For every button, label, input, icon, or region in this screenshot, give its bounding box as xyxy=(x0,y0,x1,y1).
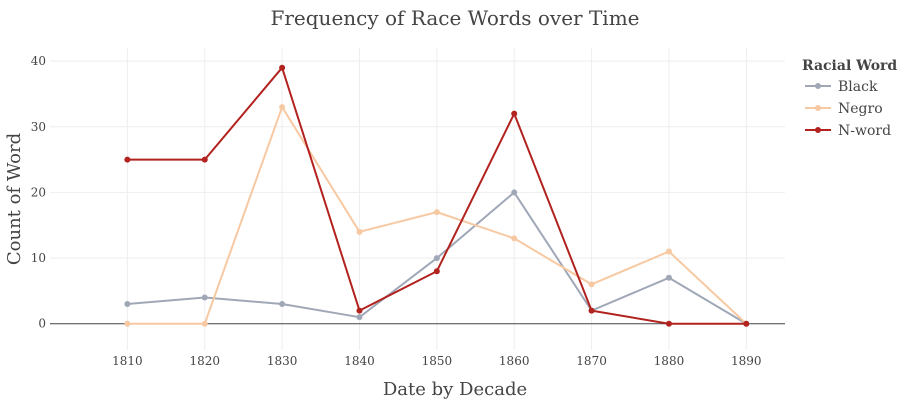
data-point-negro[interactable] xyxy=(665,248,672,255)
x-tick-label: 1870 xyxy=(576,354,607,368)
data-point-black[interactable] xyxy=(665,274,672,281)
data-point-negro[interactable] xyxy=(124,320,131,327)
data-point-n-word[interactable] xyxy=(356,307,363,314)
y-axis-title: Count of Word xyxy=(4,133,25,265)
data-point-n-word[interactable] xyxy=(433,268,440,275)
legend-item-black[interactable]: Black xyxy=(805,79,878,95)
data-point-black[interactable] xyxy=(124,301,131,308)
x-tick-label: 1890 xyxy=(731,354,762,368)
data-point-n-word[interactable] xyxy=(743,320,750,327)
data-point-negro[interactable] xyxy=(279,104,286,111)
data-point-negro[interactable] xyxy=(201,320,208,327)
data-point-negro[interactable] xyxy=(356,228,363,235)
data-point-negro[interactable] xyxy=(588,281,595,288)
data-point-n-word[interactable] xyxy=(201,156,208,163)
data-point-black[interactable] xyxy=(511,189,518,196)
x-tick-label: 1840 xyxy=(344,354,375,368)
legend-marker xyxy=(815,105,821,111)
x-tick-label: 1850 xyxy=(422,354,453,368)
y-tick-label: 30 xyxy=(31,120,46,134)
legend-item-negro[interactable]: Negro xyxy=(805,101,883,117)
legend-label: Negro xyxy=(838,101,883,117)
y-tick-label: 40 xyxy=(31,54,46,68)
x-tick-label: 1810 xyxy=(112,354,143,368)
grid xyxy=(50,48,785,350)
y-tick-label: 0 xyxy=(38,317,46,331)
data-point-black[interactable] xyxy=(201,294,208,301)
legend-marker xyxy=(815,127,821,133)
series-layer xyxy=(124,64,750,327)
data-point-n-word[interactable] xyxy=(279,64,286,71)
x-tick-label: 1830 xyxy=(267,354,298,368)
x-tick-label: 1820 xyxy=(189,354,220,368)
data-point-n-word[interactable] xyxy=(511,110,518,117)
legend-items[interactable]: Black Negro N-word xyxy=(805,79,891,139)
data-point-n-word[interactable] xyxy=(665,320,672,327)
x-tick-label: 1880 xyxy=(654,354,685,368)
legend-label: N-word xyxy=(838,123,891,139)
y-tick-labels: 0 10 20 30 40 xyxy=(31,54,46,331)
y-tick-label: 10 xyxy=(31,251,46,265)
chart-title: Frequency of Race Words over Time xyxy=(270,6,639,30)
series-n-word xyxy=(124,64,750,327)
data-point-black[interactable] xyxy=(356,314,363,321)
x-axis-title: Date by Decade xyxy=(383,379,527,400)
data-point-n-word[interactable] xyxy=(124,156,131,163)
data-point-black[interactable] xyxy=(279,301,286,308)
data-point-n-word[interactable] xyxy=(588,307,595,314)
x-tick-label: 1860 xyxy=(499,354,530,368)
legend-title: Racial Word xyxy=(802,58,897,74)
legend-label: Black xyxy=(838,79,878,95)
legend-marker xyxy=(815,83,821,89)
data-point-negro[interactable] xyxy=(511,235,518,242)
y-tick-label: 20 xyxy=(31,185,46,199)
legend-item-n-word[interactable]: N-word xyxy=(805,123,891,139)
legend[interactable]: Racial Word Black Negro N-word xyxy=(802,58,897,139)
data-point-negro[interactable] xyxy=(433,209,440,216)
data-point-black[interactable] xyxy=(433,255,440,262)
x-tick-labels: 1810 1820 1830 1840 1850 1860 1870 1880 1890 xyxy=(112,354,761,368)
